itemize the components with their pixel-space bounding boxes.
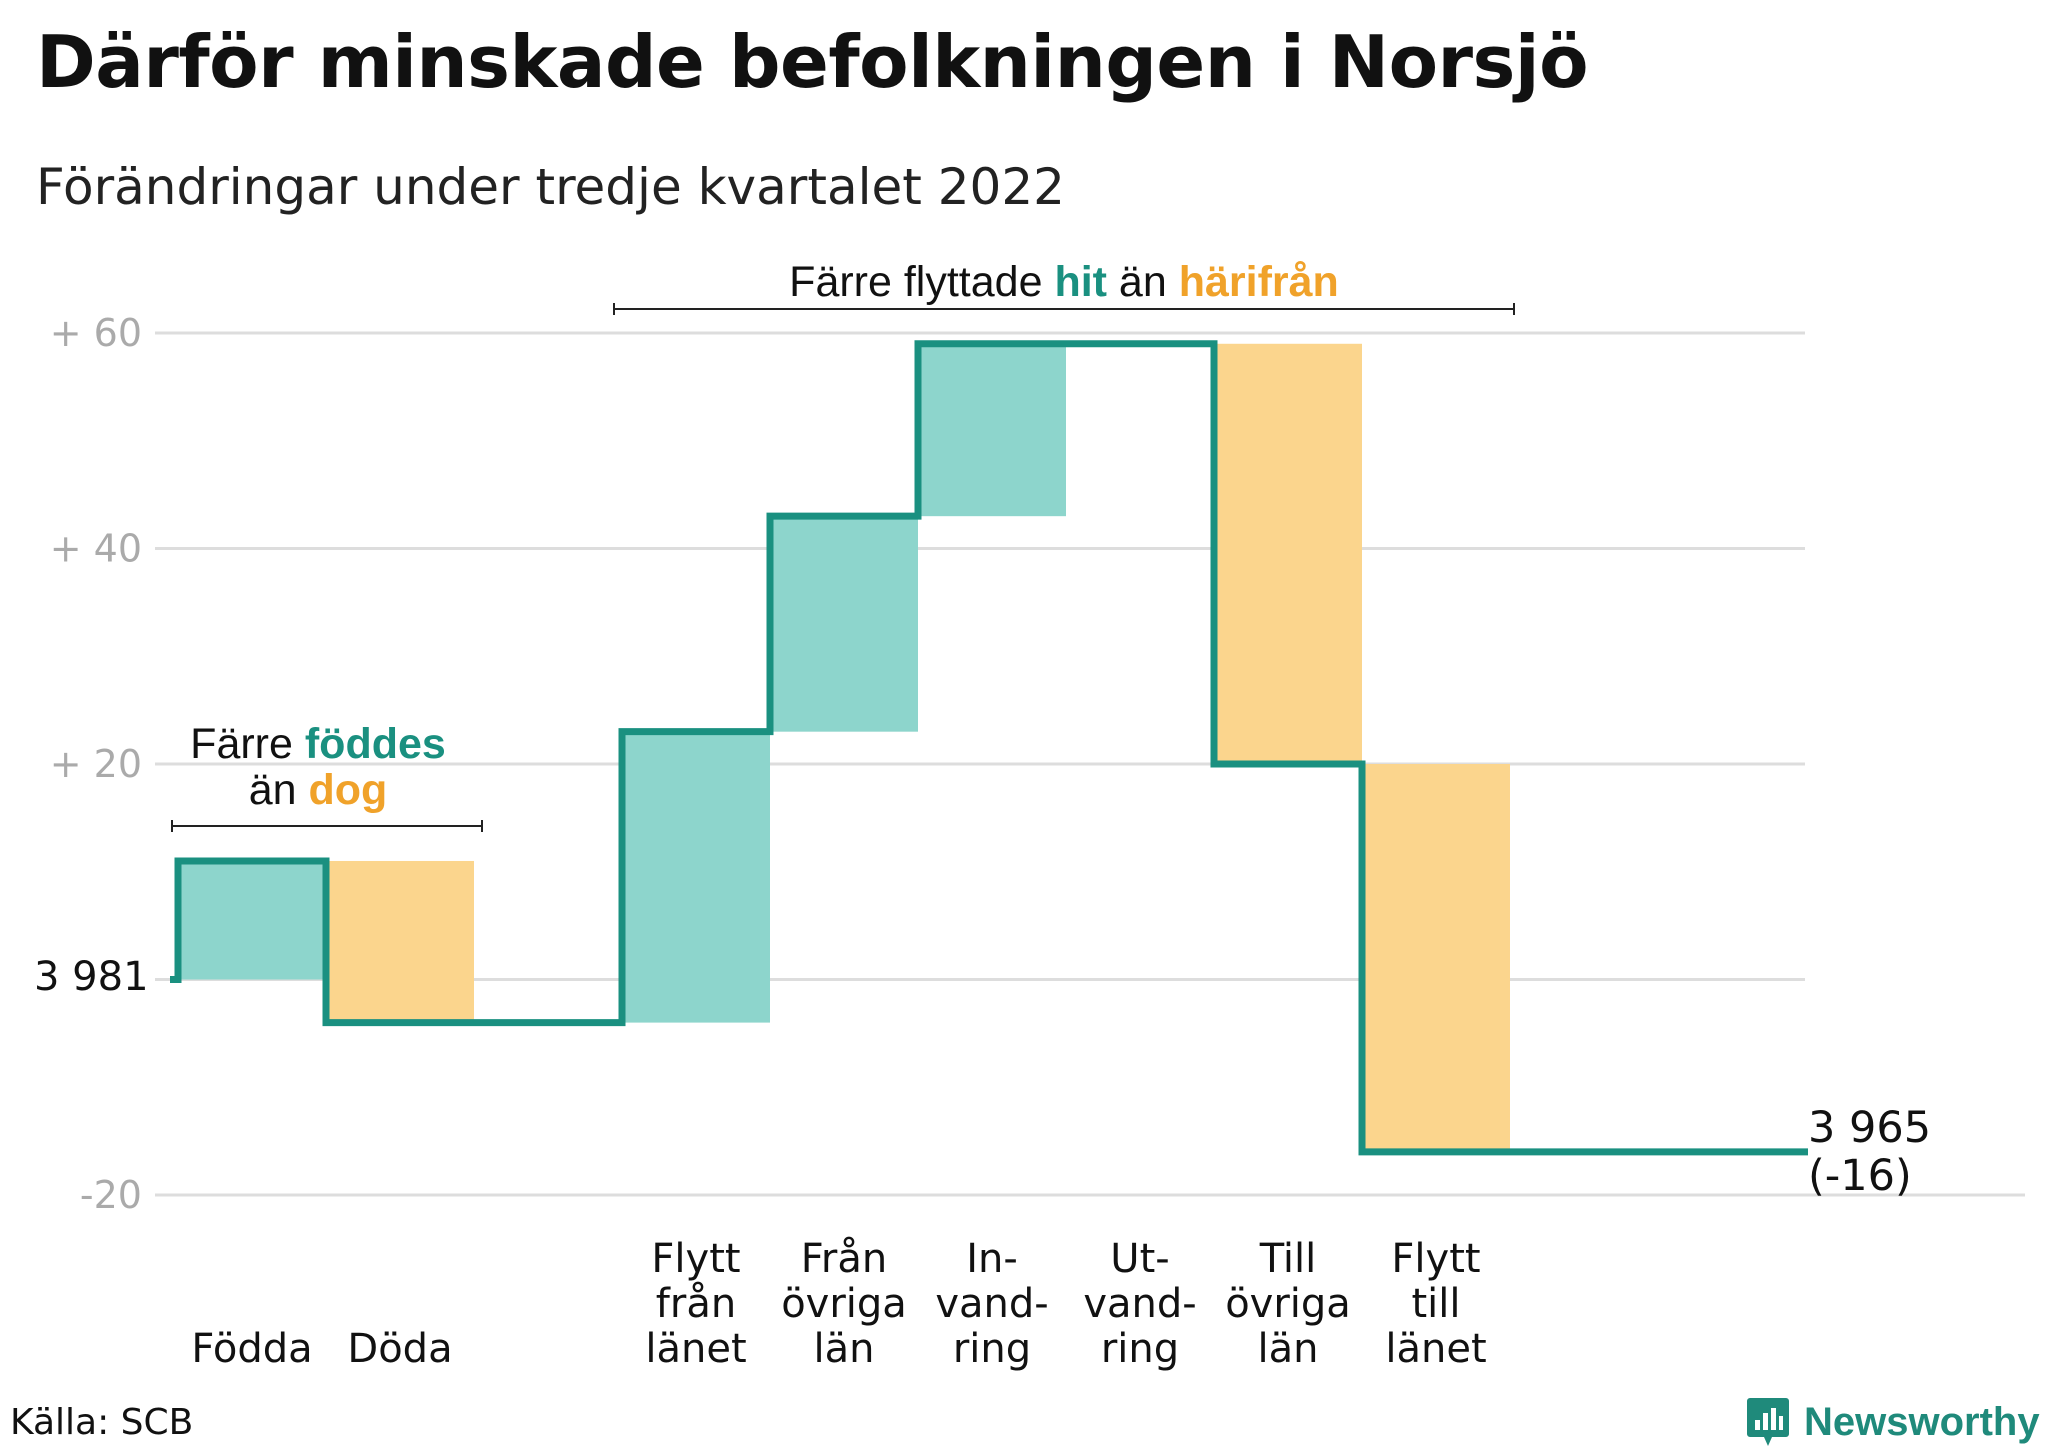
waterfall-bar (770, 516, 918, 732)
annotation-middle: än (249, 766, 309, 814)
source-note: Källa: SCB (10, 1402, 194, 1443)
waterfall-bar (918, 343, 1066, 517)
category-label: vand- (1083, 1281, 1196, 1327)
category-label: län (814, 1326, 875, 1372)
svg-text:Färre flyttade hit än härifrån: Färre flyttade hit än härifrån (789, 258, 1339, 306)
category-label: Till (1259, 1236, 1317, 1282)
annotation-bracket (171, 820, 483, 832)
waterfall-bar (326, 860, 474, 1023)
annotation-highlight-in: hit (1054, 258, 1107, 306)
category-label: län (1258, 1326, 1319, 1372)
newsworthy-logo: Newsworthy (1746, 1396, 2040, 1448)
category-label: Flytt (651, 1236, 740, 1282)
category-label: Döda (347, 1326, 452, 1372)
end-change-label: (-16) (1808, 1151, 1912, 1201)
annotation-middle: än (1107, 258, 1179, 306)
chart-title: Därför minskade befolkningen i Norsjö (36, 20, 1589, 104)
category-label: In- (966, 1236, 1018, 1282)
start-value-label: 3 981 (34, 954, 149, 1000)
category-label: vand- (935, 1281, 1048, 1327)
annotation-highlight-births: föddes (305, 720, 446, 768)
waterfall-bar (1214, 343, 1362, 764)
waterfall-bar (1362, 764, 1510, 1152)
category-label: ring (953, 1326, 1031, 1372)
category-label: Ut- (1110, 1236, 1169, 1282)
bar-chart-badge-icon (1747, 1398, 1789, 1446)
bars (178, 343, 1510, 1152)
annotation-prefix: Färre (190, 720, 305, 768)
category-label: Födda (191, 1326, 312, 1372)
svg-text:än dog: än dog (249, 766, 388, 814)
waterfall-bar (622, 731, 770, 1023)
annotation-prefix: Färre flyttade (789, 258, 1054, 306)
y-tick-label: + 60 (50, 311, 142, 355)
annotation-highlight-deaths: dog (308, 766, 387, 814)
waterfall-bar (178, 860, 326, 980)
y-tick-labels: + 60 + 40 + 20 -20 (50, 311, 142, 1217)
category-label: Från (801, 1236, 887, 1282)
category-label: ring (1101, 1326, 1179, 1372)
category-label: övriga (781, 1281, 907, 1327)
step-line (170, 340, 1808, 1156)
brand-name: Newsworthy (1804, 1399, 2040, 1444)
cumulative-step-line (170, 340, 1808, 1156)
y-tick-label: + 40 (50, 527, 142, 571)
category-label: Flytt (1391, 1236, 1480, 1282)
annotation-bracket (613, 303, 1515, 315)
annotation-birth-death: Färre föddes än dog (171, 720, 483, 832)
category-label: till (1411, 1281, 1460, 1327)
y-tick-label: + 20 (50, 742, 142, 786)
annotation-migration: Färre flyttade hit än härifrån (613, 258, 1515, 315)
annotation-highlight-out: härifrån (1179, 258, 1339, 306)
category-label: från (656, 1281, 736, 1327)
category-label: övriga (1225, 1281, 1351, 1327)
y-tick-label: -20 (80, 1173, 142, 1217)
category-labels: Födda DödaFlyttfrånlänetFrånövrigalänIn-v… (191, 1236, 1486, 1372)
svg-text:Färre föddes: Färre föddes (190, 720, 446, 768)
chart-subtitle: Förändringar under tredje kvartalet 2022 (36, 158, 1065, 216)
category-label: länet (645, 1326, 746, 1372)
category-label: länet (1385, 1326, 1486, 1372)
end-value-label: 3 965 (1808, 1103, 1931, 1153)
